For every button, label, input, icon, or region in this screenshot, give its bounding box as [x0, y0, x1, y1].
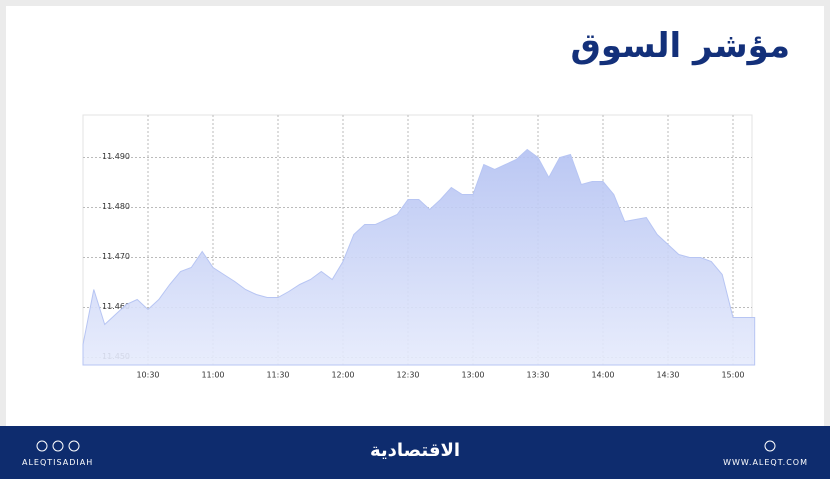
area: [82, 148, 756, 366]
x-tick-label: 10:30: [136, 371, 159, 380]
x-tick-label: 15:00: [721, 371, 744, 380]
footer-icons: [36, 440, 776, 452]
y-tick-label: 11.460: [102, 302, 130, 311]
x-tick-label: 14:30: [656, 371, 679, 380]
x-tick-label: 11:30: [266, 371, 289, 380]
x-tick-label: 13:30: [526, 371, 549, 380]
y-tick-label: 11.490: [102, 152, 130, 161]
x-tick-label: 14:00: [591, 371, 614, 380]
footer-site: WWW.ALEQT.COM: [723, 458, 808, 467]
x-tick-label: 12:00: [331, 371, 354, 380]
y-tick-label: 11.480: [102, 202, 130, 211]
icon: [68, 440, 80, 452]
x-tick-label: 13:00: [461, 371, 484, 380]
title: مؤشر السوق: [570, 26, 790, 66]
icon: [764, 440, 776, 452]
icon: [36, 440, 48, 452]
icon: [52, 440, 64, 452]
x-tick-label: 12:30: [396, 371, 419, 380]
y-tick-label: 11.470: [102, 252, 130, 261]
x-tick-label: 11:00: [201, 371, 224, 380]
footer-brand: الاقتصادية: [369, 440, 461, 461]
footer-handle: ALEQTISADIAH: [22, 458, 94, 467]
footer: ALEQTISADIAH الاقتصادية WWW.ALEQT.COM: [0, 426, 830, 479]
